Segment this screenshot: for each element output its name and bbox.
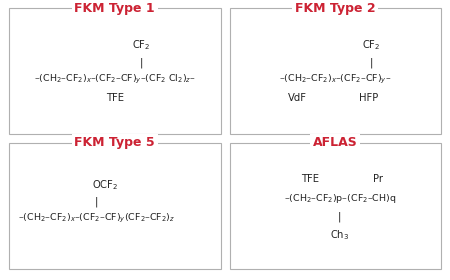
Text: Pr: Pr	[373, 174, 383, 184]
Text: AFLAS: AFLAS	[313, 136, 358, 149]
Text: FKM Type 1: FKM Type 1	[74, 2, 155, 15]
FancyBboxPatch shape	[9, 8, 220, 134]
Text: FKM Type 2: FKM Type 2	[295, 2, 376, 15]
Text: VdF: VdF	[288, 93, 306, 103]
Text: –(CH$_2$–CF$_2$)$_x$–(CF$_2$–CF)$_y$–(CF$_2$ Cl$_2$)$_z$–: –(CH$_2$–CF$_2$)$_x$–(CF$_2$–CF)$_y$–(CF…	[34, 73, 196, 86]
Text: |: |	[369, 58, 373, 68]
FancyBboxPatch shape	[9, 143, 220, 269]
Text: –(CH$_2$–CF$_2$)$_x$–(CF$_2$–CF)$_y$–: –(CH$_2$–CF$_2$)$_x$–(CF$_2$–CF)$_y$–	[279, 73, 392, 86]
FancyBboxPatch shape	[230, 143, 441, 269]
Text: CF$_2$: CF$_2$	[362, 38, 381, 52]
Text: FKM Type 5: FKM Type 5	[74, 136, 155, 149]
Text: |: |	[140, 58, 144, 68]
Text: TFE: TFE	[106, 93, 124, 103]
Text: |: |	[338, 212, 342, 222]
FancyBboxPatch shape	[230, 8, 441, 134]
Text: |: |	[95, 196, 99, 207]
Text: –(CH$_2$–CF$_2$)$_x$–(CF$_2$–CF)$_y$(CF$_2$–CF$_2$)$_z$: –(CH$_2$–CF$_2$)$_x$–(CF$_2$–CF)$_y$(CF$…	[18, 212, 176, 225]
Text: TFE: TFE	[302, 174, 319, 184]
Text: Ch$_3$: Ch$_3$	[330, 228, 349, 242]
Text: OCF$_2$: OCF$_2$	[92, 178, 119, 192]
Text: HFP: HFP	[360, 93, 378, 103]
Text: CF$_2$: CF$_2$	[132, 38, 151, 52]
Text: –(CH$_2$–CF$_2$)p–(CF$_2$–CH)q: –(CH$_2$–CF$_2$)p–(CF$_2$–CH)q	[284, 192, 396, 205]
